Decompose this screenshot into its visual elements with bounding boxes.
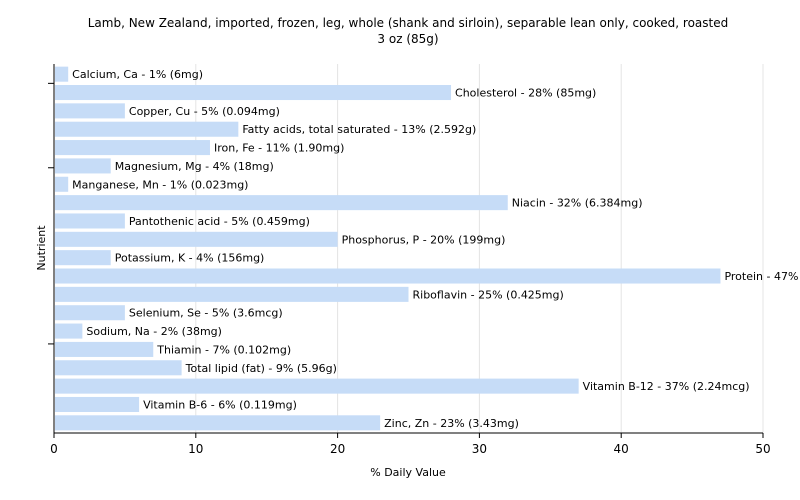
gridlines	[195, 64, 764, 433]
bar	[55, 250, 111, 266]
bar-label: Thiamin - 7% (0.102mg)	[156, 343, 291, 356]
bar	[55, 158, 111, 174]
axes: 0 10 20 30 40 50	[48, 64, 771, 456]
bar-label: Riboflavin - 25% (0.425mg)	[413, 288, 564, 301]
plot-area	[54, 64, 763, 433]
bar-label: Zinc, Zn - 23% (3.43mg)	[384, 417, 519, 430]
x-tick-label: 10	[188, 442, 203, 456]
bar-labels: Calcium, Ca - 1% (6mg) Cholesterol - 28% …	[72, 68, 800, 430]
bar-label: Vitamin B-6 - 6% (0.119mg)	[143, 398, 297, 411]
bar-label: Iron, Fe - 11% (1.90mg)	[214, 142, 344, 155]
bar-label: Sodium, Na - 2% (38mg)	[86, 325, 222, 338]
bar	[55, 396, 140, 412]
bar-label: Niacin - 32% (6.384mg)	[512, 197, 643, 210]
bar	[55, 213, 125, 229]
bar	[55, 268, 721, 284]
bar	[55, 305, 125, 321]
chart-title: Lamb, New Zealand, imported, frozen, leg…	[0, 15, 800, 47]
x-tick-label: 20	[330, 442, 345, 456]
bar	[55, 195, 508, 211]
bar	[55, 140, 210, 156]
bar	[55, 323, 83, 339]
bar-label: Phosphorus, P - 20% (199mg)	[342, 233, 506, 246]
bar-label: Pantothenic acid - 5% (0.459mg)	[129, 215, 310, 228]
bar-label: Magnesium, Mg - 4% (18mg)	[115, 160, 274, 173]
chart-title-line-1: Lamb, New Zealand, imported, frozen, leg…	[87, 16, 729, 30]
bar-label: Copper, Cu - 5% (0.094mg)	[129, 105, 280, 118]
bar	[55, 378, 579, 394]
bar	[55, 341, 154, 357]
bar-label: Total lipid (fat) - 9% (5.96g)	[185, 362, 337, 375]
bar-label: Fatty acids, total saturated - 13% (2.59…	[242, 123, 476, 136]
bar	[55, 103, 125, 119]
chart-title-line-2: 3 oz (85g)	[377, 32, 439, 46]
bars	[55, 66, 721, 431]
bar	[55, 415, 381, 431]
bar	[55, 176, 69, 192]
bar-label: Cholesterol - 28% (85mg)	[455, 87, 596, 100]
bar-label: Calcium, Ca - 1% (6mg)	[72, 68, 203, 81]
bar-label: Manganese, Mn - 1% (0.023mg)	[72, 178, 248, 191]
bar	[55, 360, 182, 376]
x-axis-title: % Daily Value	[370, 466, 446, 479]
bar-label: Vitamin B-12 - 37% (2.24mcg)	[583, 380, 750, 393]
x-tick-label: 0	[50, 442, 58, 456]
bar	[55, 231, 338, 247]
x-tick-label: 40	[614, 442, 629, 456]
x-tick-label: 30	[472, 442, 487, 456]
y-axis-title: Nutrient	[35, 225, 48, 271]
bar-label: Selenium, Se - 5% (3.6mcg)	[129, 307, 283, 320]
bar	[55, 66, 69, 82]
bar	[55, 85, 452, 101]
bar-label: Protein - 47% (23.53g)	[724, 270, 800, 283]
bar	[55, 121, 239, 137]
bar	[55, 286, 409, 302]
bar-label: Potassium, K - 4% (156mg)	[115, 252, 265, 265]
x-tick-label: 50	[755, 442, 770, 456]
